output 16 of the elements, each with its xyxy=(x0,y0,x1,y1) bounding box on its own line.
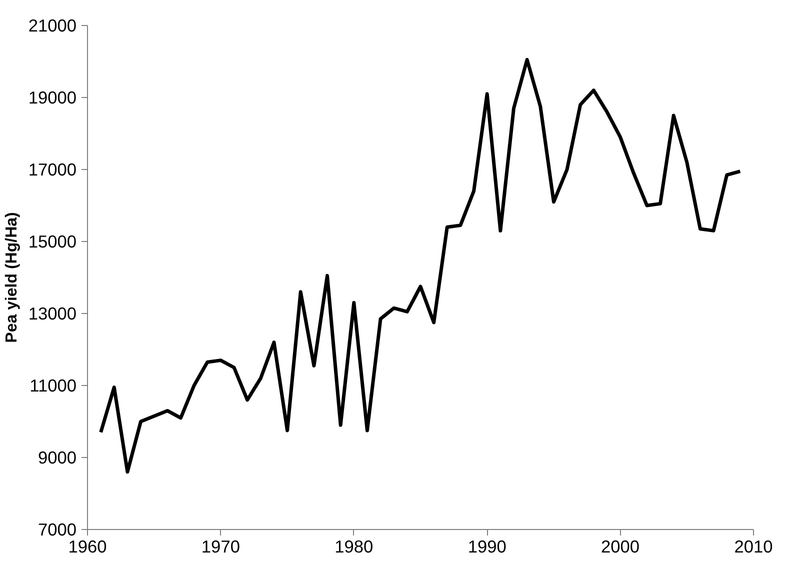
y-tick-label: 17000 xyxy=(28,160,76,180)
y-tick-label: 13000 xyxy=(28,304,76,324)
x-tick-label: 1990 xyxy=(468,536,506,556)
x-tick-label: 1970 xyxy=(201,536,240,556)
x-tick-label: 2010 xyxy=(734,536,773,556)
y-tick-label: 19000 xyxy=(28,88,76,108)
x-tick-label: 1980 xyxy=(334,536,374,556)
line-series xyxy=(99,58,742,474)
y-tick-label: 21000 xyxy=(28,16,76,36)
y-axis-title: Pea yield (Hg/Ha) xyxy=(3,212,20,343)
y-tick-label: 15000 xyxy=(28,232,76,252)
x-tick-label: 1960 xyxy=(68,536,107,556)
y-tick-label: 9000 xyxy=(38,448,77,468)
x-tick-label: 2000 xyxy=(601,536,640,556)
y-tick-label: 11000 xyxy=(30,376,77,396)
y-tick-label: 7000 xyxy=(38,520,77,540)
